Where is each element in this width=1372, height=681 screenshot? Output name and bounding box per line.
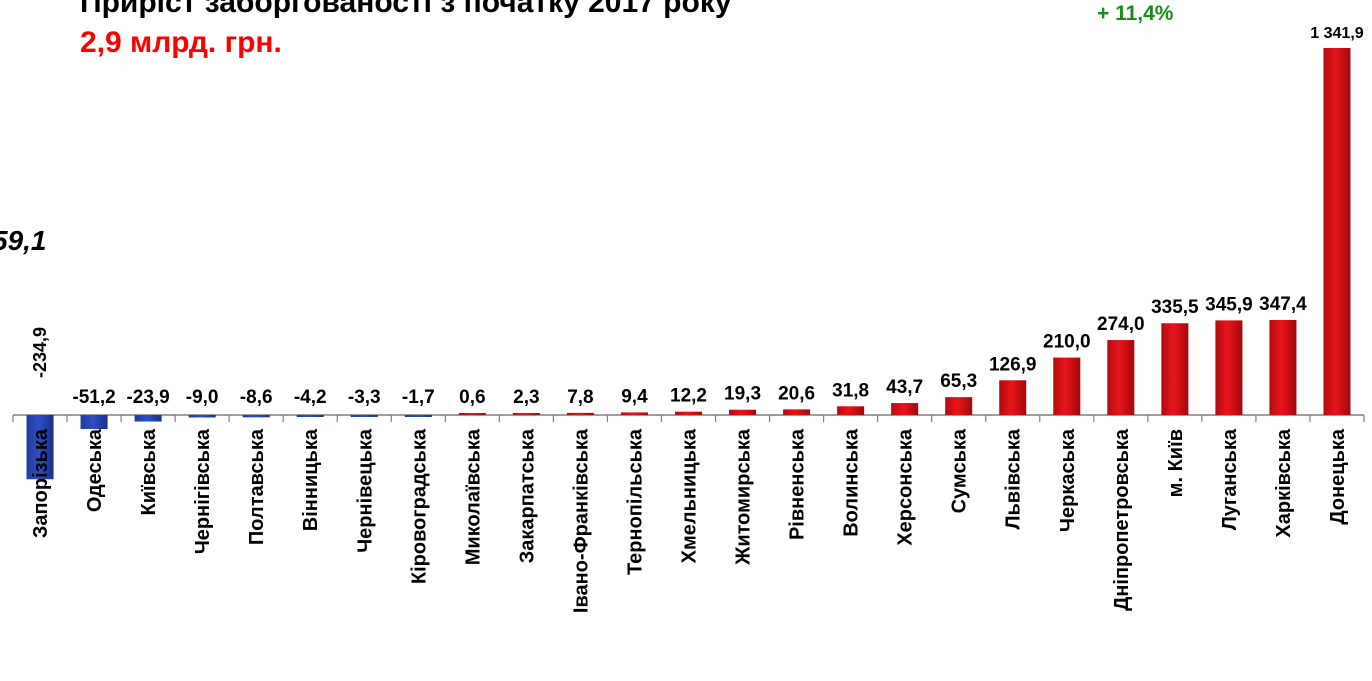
bar-23 — [1215, 320, 1243, 415]
value-label-14: 19,3 — [724, 384, 761, 405]
bar-17 — [891, 403, 919, 415]
value-label-17: 43,7 — [886, 377, 923, 398]
bar-24 — [1269, 319, 1297, 415]
bar-18 — [945, 397, 973, 415]
value-label-20: 210,0 — [1043, 332, 1091, 353]
value-label-16: 31,8 — [832, 380, 869, 401]
category-label-13: Хмельницька — [679, 428, 701, 563]
chart-title: Приріст заборгованості з початку 2017 ро… — [80, 0, 732, 19]
category-label-5: Полтавська — [246, 428, 268, 545]
value-label-12: 9,4 — [621, 386, 648, 407]
value-label-1: -234,9 — [30, 327, 50, 378]
category-label-19: Львівська — [1003, 428, 1025, 529]
value-label-23: 345,9 — [1205, 294, 1253, 315]
category-label-11: Івано-Франківська — [570, 428, 592, 613]
value-label-7: -3,3 — [348, 387, 381, 408]
bar-3 — [134, 415, 162, 422]
category-label-1: Запорізька — [30, 428, 52, 538]
category-label-22: м. Київ — [1165, 429, 1187, 497]
bar-16 — [837, 406, 865, 415]
value-label-10: 2,3 — [513, 387, 539, 408]
chart-subtitle: 2,9 млрд. грн. — [80, 26, 282, 59]
category-label-24: Харківська — [1273, 428, 1295, 537]
value-label-11: 7,8 — [567, 387, 593, 408]
value-label-25: 1 341,9 — [1310, 25, 1363, 42]
bar-14 — [729, 409, 757, 415]
bar-5 — [242, 415, 270, 418]
category-label-17: Херсонська — [895, 428, 917, 546]
bar-2 — [80, 415, 108, 430]
value-label-24: 347,4 — [1259, 294, 1307, 315]
bar-12 — [620, 412, 648, 415]
value-label-15: 20,6 — [778, 383, 815, 404]
value-label-2: -51,2 — [72, 387, 115, 408]
category-label-2: Одеська — [84, 428, 106, 512]
value-label-19: 126,9 — [989, 354, 1037, 375]
growth-percent: + 11,4% — [1097, 2, 1174, 25]
bar-15 — [783, 409, 811, 415]
category-label-10: Закарпатська — [516, 428, 538, 563]
category-label-25: Донецька — [1327, 428, 1349, 525]
value-label-22: 335,5 — [1151, 297, 1199, 318]
value-label-5: -8,6 — [240, 387, 273, 408]
value-label-13: 12,2 — [670, 386, 707, 407]
category-label-9: Миколаївська — [462, 428, 484, 565]
bar-19 — [999, 380, 1027, 415]
value-label-4: -9,0 — [186, 387, 219, 408]
bar-22 — [1161, 323, 1189, 415]
category-label-14: Житомирська — [733, 428, 755, 566]
category-label-4: Чернігівська — [192, 428, 214, 554]
bar-6 — [296, 415, 324, 417]
side-total-value: 59,1 — [0, 225, 47, 256]
category-label-16: Волинська — [841, 428, 863, 537]
bar-21 — [1107, 340, 1135, 415]
category-label-8: Кіровоградська — [408, 428, 430, 584]
bar-7 — [350, 415, 378, 417]
category-label-6: Вінницька — [300, 428, 322, 531]
bar-9 — [458, 413, 486, 415]
value-label-6: -4,2 — [294, 387, 327, 408]
bar-1 — [26, 415, 54, 480]
category-label-15: Рівненська — [787, 428, 809, 540]
bar-11 — [566, 412, 594, 415]
value-label-9: 0,6 — [459, 387, 485, 408]
value-label-3: -23,9 — [126, 387, 169, 408]
bar-20 — [1053, 357, 1081, 415]
bar-10 — [512, 413, 540, 415]
value-label-8: -1,7 — [402, 387, 435, 408]
category-label-3: Київська — [138, 428, 160, 515]
bar-13 — [674, 411, 703, 415]
value-label-21: 274,0 — [1097, 314, 1145, 335]
category-label-7: Чернівецька — [354, 428, 376, 553]
value-label-18: 65,3 — [940, 371, 977, 392]
category-label-21: Дніпропетровська — [1111, 428, 1133, 611]
bar-25 — [1323, 48, 1351, 415]
bar-8 — [404, 415, 432, 417]
category-label-23: Луганська — [1219, 428, 1241, 530]
category-label-12: Тернопільська — [624, 428, 646, 575]
category-label-18: Сумська — [949, 428, 971, 513]
bar-4 — [188, 415, 216, 418]
category-label-20: Черкаська — [1057, 428, 1079, 532]
